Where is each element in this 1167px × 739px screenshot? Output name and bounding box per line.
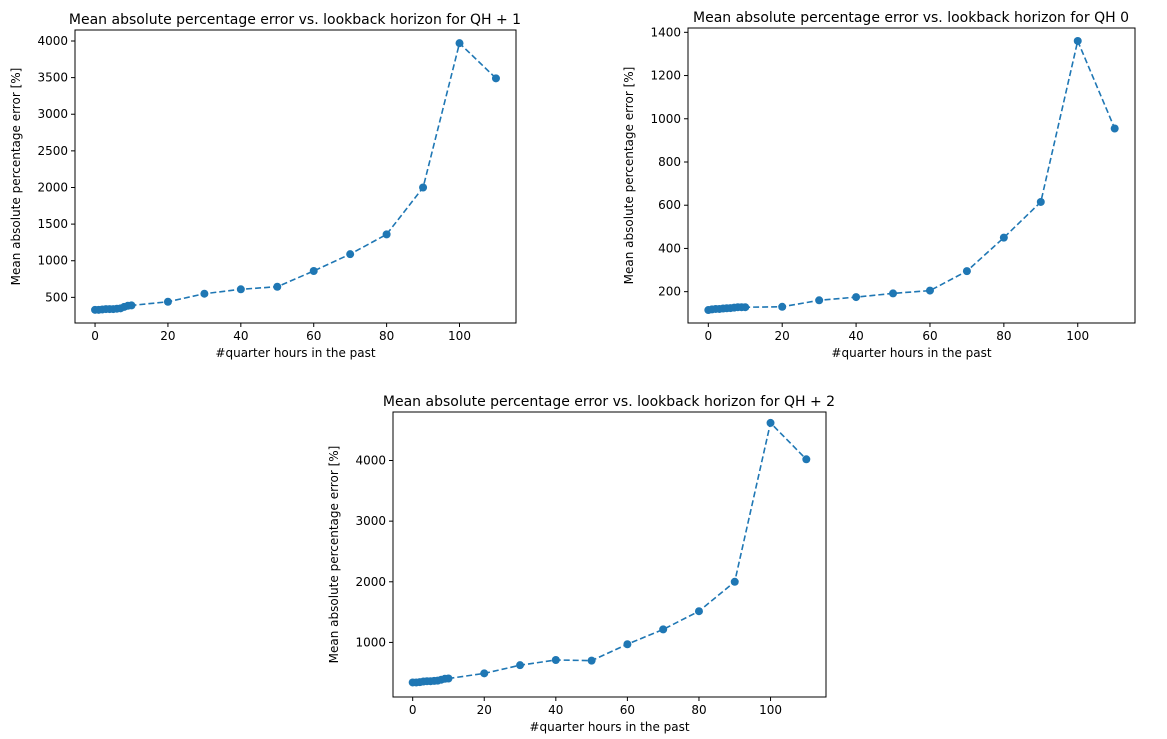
data-point bbox=[999, 233, 1008, 242]
data-point bbox=[419, 183, 428, 192]
data-point bbox=[802, 455, 811, 464]
y-tick-label: 3000 bbox=[355, 514, 386, 528]
series-line bbox=[95, 41, 497, 311]
y-axis-label: Mean absolute percentage error [%] bbox=[327, 446, 341, 664]
x-tick-label: 100 bbox=[1066, 329, 1089, 343]
y-axis-label: Mean absolute percentage error [%] bbox=[622, 67, 636, 285]
data-point bbox=[889, 289, 898, 298]
data-point bbox=[1036, 197, 1045, 206]
data-point bbox=[236, 285, 245, 294]
data-point bbox=[551, 656, 560, 665]
y-tick-label: 1200 bbox=[650, 69, 681, 83]
y-tick-label: 200 bbox=[658, 285, 681, 299]
plot-frame bbox=[392, 411, 827, 698]
x-tick-label: 80 bbox=[691, 703, 706, 717]
plot-frame bbox=[74, 29, 517, 324]
data-point bbox=[127, 301, 136, 310]
data-point bbox=[815, 296, 824, 305]
data-point bbox=[623, 640, 632, 649]
data-point bbox=[382, 230, 391, 239]
data-point bbox=[163, 297, 172, 306]
x-tick-label: 100 bbox=[759, 703, 782, 717]
y-tick-label: 800 bbox=[658, 155, 681, 169]
y-tick-label: 3500 bbox=[37, 71, 68, 85]
data-point bbox=[741, 303, 750, 312]
data-point bbox=[1110, 124, 1119, 133]
data-point bbox=[766, 418, 775, 427]
y-tick-label: 2000 bbox=[37, 180, 68, 194]
chart-title: Mean absolute percentage error vs. lookb… bbox=[383, 394, 835, 410]
x-tick-label: 40 bbox=[848, 329, 863, 343]
data-point bbox=[1073, 36, 1082, 45]
x-tick-label: 100 bbox=[448, 329, 471, 343]
x-tick-label: 80 bbox=[996, 329, 1011, 343]
data-point bbox=[778, 302, 787, 311]
series-line bbox=[412, 421, 807, 684]
y-tick-label: 2500 bbox=[37, 144, 68, 158]
data-point bbox=[200, 289, 209, 298]
x-tick-label: 20 bbox=[775, 329, 790, 343]
y-axis-label: Mean absolute percentage error [%] bbox=[9, 68, 23, 286]
y-tick-label: 600 bbox=[658, 198, 681, 212]
x-tick-label: 60 bbox=[306, 329, 321, 343]
x-tick-label: 0 bbox=[704, 329, 712, 343]
data-point bbox=[925, 286, 934, 295]
x-tick-label: 20 bbox=[160, 329, 175, 343]
x-axis-label: #quarter hours in the past bbox=[215, 346, 375, 360]
y-tick-label: 1000 bbox=[37, 254, 68, 268]
x-tick-label: 40 bbox=[233, 329, 248, 343]
y-tick-label: 1500 bbox=[37, 217, 68, 231]
y-tick-label: 2000 bbox=[355, 575, 386, 589]
chart-title: Mean absolute percentage error vs. lookb… bbox=[693, 10, 1129, 26]
y-tick-label: 4000 bbox=[355, 454, 386, 468]
data-point bbox=[962, 267, 971, 276]
chart-qh-0: Mean absolute percentage error vs. lookb… bbox=[622, 10, 1136, 360]
series-line bbox=[708, 38, 1116, 311]
data-point bbox=[346, 250, 355, 259]
data-point bbox=[273, 282, 282, 291]
data-point bbox=[587, 656, 596, 665]
y-tick-label: 1000 bbox=[355, 635, 386, 649]
plot-frame bbox=[687, 27, 1136, 324]
data-point bbox=[730, 577, 739, 586]
data-point bbox=[309, 266, 318, 275]
data-point bbox=[852, 293, 861, 302]
data-point bbox=[694, 607, 703, 616]
data-point bbox=[491, 74, 500, 83]
data-point bbox=[659, 625, 668, 634]
chart-title: Mean absolute percentage error vs. lookb… bbox=[69, 12, 521, 28]
x-tick-label: 0 bbox=[409, 703, 417, 717]
chart-qh-plus-2: Mean absolute percentage error vs. lookb… bbox=[327, 394, 835, 734]
x-axis-label: #quarter hours in the past bbox=[831, 346, 991, 360]
x-tick-label: 0 bbox=[91, 329, 99, 343]
x-axis-label: #quarter hours in the past bbox=[529, 720, 689, 734]
y-tick-label: 1000 bbox=[650, 112, 681, 126]
x-tick-label: 60 bbox=[922, 329, 937, 343]
x-tick-label: 20 bbox=[477, 703, 492, 717]
x-tick-label: 40 bbox=[548, 703, 563, 717]
data-point bbox=[455, 39, 464, 48]
y-tick-label: 3000 bbox=[37, 107, 68, 121]
y-tick-label: 4000 bbox=[37, 34, 68, 48]
y-tick-label: 500 bbox=[45, 290, 68, 304]
x-tick-label: 60 bbox=[620, 703, 635, 717]
y-tick-label: 1400 bbox=[650, 25, 681, 39]
x-tick-label: 80 bbox=[379, 329, 394, 343]
data-point bbox=[480, 669, 489, 678]
chart-qh-plus-1: Mean absolute percentage error vs. lookb… bbox=[9, 12, 521, 360]
data-point bbox=[444, 674, 453, 683]
y-tick-label: 400 bbox=[658, 241, 681, 255]
data-point bbox=[516, 661, 525, 670]
